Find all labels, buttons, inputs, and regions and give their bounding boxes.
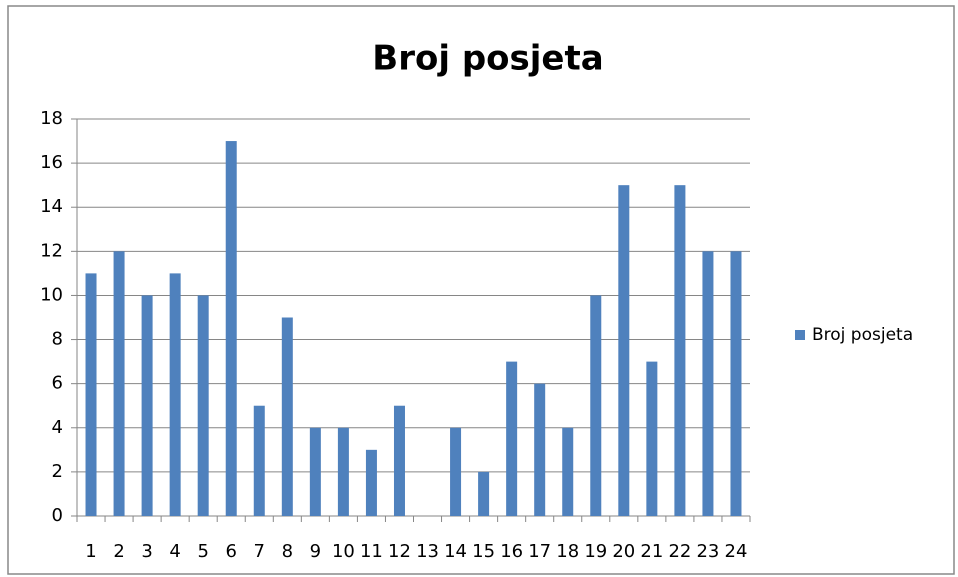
bar [141,295,153,516]
x-tick-label: 9 [310,541,321,562]
y-tick-label: 0 [52,505,63,526]
y-tick-label: 6 [52,373,63,394]
x-tick-label: 4 [169,541,180,562]
bar [365,449,377,516]
x-tick-label: 3 [141,541,152,562]
bar [169,273,181,516]
bar [197,295,209,516]
bar [113,251,125,517]
bar [618,185,630,516]
y-tick-label: 12 [40,240,63,261]
bar [562,427,574,516]
legend-swatch [795,330,805,340]
bar [281,317,293,516]
bar [702,251,714,517]
x-tick-label: 22 [668,541,691,562]
bar [337,427,349,516]
x-tick-label: 10 [332,541,355,562]
y-tick-label: 8 [52,329,63,350]
bar [450,427,462,516]
y-tick-label: 14 [40,196,63,217]
x-tick-label: 12 [388,541,411,562]
bar [506,361,518,516]
x-tick-label: 23 [696,541,719,562]
y-tick-label: 18 [40,108,63,129]
x-tick-label: 7 [254,541,265,562]
x-tick-label: 14 [444,541,467,562]
y-tick-label: 2 [52,461,63,482]
x-tick-label: 6 [226,541,237,562]
bar [590,295,602,516]
bar [393,405,405,516]
bar [478,471,490,516]
legend-label: Broj posjeta [812,325,913,345]
x-tick-label: 2 [113,541,124,562]
x-tick-label: 1 [85,541,96,562]
x-tick-label: 21 [640,541,663,562]
bar [225,141,237,517]
x-tick-label: 8 [282,541,293,562]
x-tick-label: 18 [556,541,579,562]
bar [646,361,658,516]
bar [730,251,742,517]
x-tick-label: 17 [528,541,551,562]
x-tick-label: 19 [584,541,607,562]
bar [253,405,265,516]
x-tick-label: 24 [725,541,748,562]
bar [85,273,97,516]
x-tick-label: 11 [360,541,383,562]
y-tick-label: 4 [52,417,63,438]
y-tick-label: 16 [40,152,63,173]
bar [309,427,321,516]
x-tick-label: 5 [197,541,208,562]
y-tick-label: 10 [40,284,63,305]
chart-title: Broj posjeta [372,39,603,79]
x-tick-label: 20 [612,541,635,562]
x-tick-label: 16 [500,541,523,562]
bar [674,185,686,516]
x-tick-label: 15 [472,541,495,562]
x-tick-label: 13 [416,541,439,562]
bar [534,383,546,516]
